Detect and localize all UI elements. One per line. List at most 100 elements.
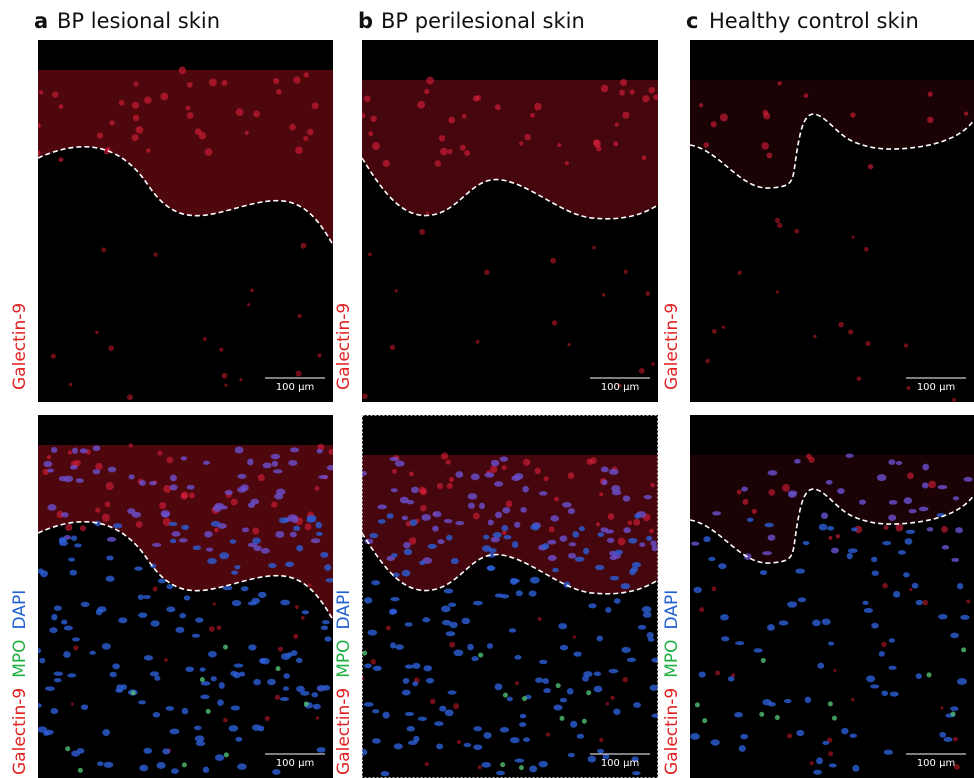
nucleus [512,541,519,548]
nucleus [613,709,620,715]
nucleus [279,517,289,523]
micrograph: 100 μm [360,40,659,402]
nucleus [235,737,242,742]
nucleus [493,532,502,538]
cell [549,526,555,532]
nucleus [234,565,240,569]
neutrophil [586,690,591,695]
cell [966,599,970,603]
nucleus [51,614,57,621]
nucleus [175,627,184,633]
micrograph: 100 μm [690,40,974,402]
neutrophil [65,746,70,751]
cell [390,345,395,350]
nucleus [583,548,589,555]
nucleus [232,600,242,606]
nucleus [787,601,797,607]
cell [742,499,748,505]
cell [649,87,655,93]
cell [276,89,281,94]
nucleus [143,748,152,754]
cell [97,133,103,139]
nucleus [387,513,394,519]
cell [395,289,398,292]
nucleus [841,728,848,734]
nucleus [633,702,641,708]
cell [629,89,634,94]
nucleus [291,650,298,656]
cell [368,253,372,257]
nucleus [495,512,502,519]
nucleus [296,658,303,663]
nucleus [405,622,413,626]
nucleus [448,603,456,607]
scale-bar-label: 100 μm [276,758,314,769]
nucleus [638,625,646,630]
nucleus [768,534,776,540]
cell [159,502,166,509]
cell [546,733,550,737]
nucleus [54,605,62,611]
nucleus [61,620,67,625]
nucleus [97,761,103,766]
nucleus [718,563,726,569]
nucleus [547,540,556,545]
nucleus [383,712,390,719]
nucleus [611,485,620,492]
nucleus [510,737,520,743]
cell [132,102,139,109]
nucleus [849,734,857,738]
nucleus [583,671,592,677]
nucleus [76,478,84,483]
cell [864,247,869,252]
nucleus [251,499,259,505]
cell [293,634,298,639]
nucleus [106,556,113,561]
cell [565,161,569,165]
cell [813,335,817,339]
nucleus [573,651,581,656]
nucleus [794,459,800,464]
cell [606,702,609,705]
cell [794,229,799,234]
nucleus [500,456,508,461]
nucleus [538,761,547,767]
cell [47,455,51,459]
cell [447,149,452,154]
nucleus [882,541,891,545]
nucleus [89,651,95,655]
cell [328,449,334,455]
cell [303,72,308,77]
cell [828,536,832,540]
nucleus [831,547,839,553]
nucleus [845,454,853,458]
nucleus [881,690,888,696]
cell [39,90,43,94]
nucleus [520,714,526,719]
nucleus [93,445,101,451]
nucleus [72,637,80,641]
cell [804,93,809,98]
nucleus [207,558,217,564]
cell [653,94,659,100]
nucleus [905,538,913,545]
cell [850,112,855,117]
nucleus [70,465,78,470]
cell [928,92,933,97]
nucleus [597,532,604,537]
nucleus [195,617,203,622]
cell [618,538,626,546]
cell [146,148,150,152]
nucleus [522,486,529,493]
nucleus [219,682,225,689]
cell [777,223,782,228]
nucleus [327,465,336,470]
nucleus [272,461,278,467]
scale-bar-label: 100 μm [601,382,639,393]
nucleus [326,578,335,582]
cell [95,507,100,512]
neutrophil [78,768,83,773]
cell [71,703,74,706]
neutrophil [503,693,508,698]
nucleus [251,598,260,604]
